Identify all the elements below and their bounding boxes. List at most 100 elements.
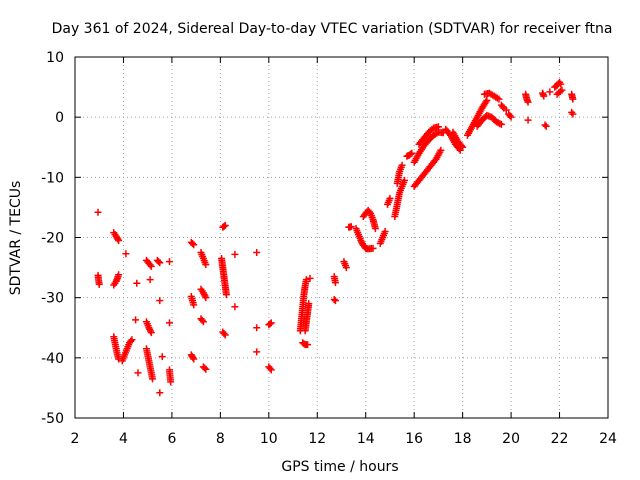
x-tick-label: 6 — [167, 431, 176, 447]
data-point — [558, 86, 566, 94]
data-point — [483, 96, 491, 104]
data-points — [94, 78, 577, 397]
data-point — [331, 297, 339, 305]
data-point — [457, 142, 465, 150]
data-point — [128, 336, 136, 344]
data-point — [398, 161, 406, 169]
data-point — [524, 116, 532, 124]
data-point — [253, 348, 261, 356]
data-point — [127, 337, 135, 345]
data-point — [507, 113, 515, 121]
data-point — [365, 208, 373, 216]
data-point — [156, 389, 164, 397]
data-point — [482, 98, 490, 106]
x-tick-label: 2 — [71, 431, 80, 447]
x-tick-label: 14 — [357, 431, 375, 447]
data-point — [198, 316, 206, 324]
data-point — [114, 235, 122, 243]
data-point — [158, 353, 166, 361]
data-point — [115, 271, 123, 279]
x-tick-label: 8 — [216, 431, 225, 447]
data-point — [146, 261, 154, 269]
data-point — [221, 221, 229, 229]
data-point — [167, 378, 175, 386]
data-point — [267, 366, 275, 374]
x-axis-label: GPS time / hours — [281, 459, 398, 475]
data-point — [331, 279, 339, 287]
data-point — [147, 329, 155, 337]
y-tick-label: -40 — [41, 351, 64, 367]
data-point — [133, 279, 141, 287]
y-tick-label: -50 — [41, 411, 64, 427]
plot-frame — [74, 56, 609, 419]
y-tick-label: 0 — [55, 110, 64, 126]
data-point — [220, 222, 228, 230]
data-point — [134, 369, 142, 377]
data-point — [156, 259, 164, 267]
data-point — [231, 250, 239, 258]
data-point — [156, 297, 164, 305]
data-point — [434, 123, 442, 131]
data-point — [222, 291, 230, 299]
data-point — [557, 80, 565, 88]
x-tick-label: 22 — [551, 431, 569, 447]
x-tick-label: 10 — [260, 431, 278, 447]
data-point — [165, 319, 173, 327]
chart-title: Day 361 of 2024, Sidereal Day-to-day VTE… — [52, 21, 613, 37]
data-point — [165, 258, 173, 266]
y-tick-label: -30 — [41, 291, 64, 307]
data-point — [459, 143, 467, 151]
data-point — [499, 103, 507, 111]
data-point — [94, 208, 102, 216]
data-point — [524, 98, 532, 106]
data-point — [542, 122, 550, 130]
data-point — [569, 110, 577, 118]
data-point — [190, 301, 198, 309]
data-point — [495, 95, 503, 103]
data-point — [500, 104, 508, 112]
x-tick-label: 20 — [502, 431, 520, 447]
data-point — [400, 176, 408, 184]
data-point — [190, 241, 198, 249]
data-point — [202, 294, 210, 302]
data-point — [267, 319, 275, 327]
data-point — [190, 355, 198, 363]
y-tick-label: -10 — [41, 170, 64, 186]
data-point — [266, 364, 274, 372]
x-tick-label: 4 — [119, 431, 128, 447]
data-point — [189, 354, 197, 362]
data-point — [437, 146, 445, 154]
data-point — [305, 300, 313, 308]
data-point — [407, 150, 415, 158]
data-point — [381, 227, 389, 235]
data-point — [266, 320, 274, 328]
x-tick-label: 24 — [599, 431, 617, 447]
data-point — [115, 237, 123, 245]
x-tick-label: 12 — [308, 431, 326, 447]
x-tick-label: 18 — [454, 431, 472, 447]
data-point — [220, 329, 228, 337]
data-point — [147, 262, 155, 270]
data-point — [546, 88, 554, 96]
data-point — [386, 194, 394, 202]
data-point — [347, 223, 355, 231]
data-point — [146, 276, 154, 284]
y-tick-label: 10 — [46, 50, 64, 66]
data-point — [369, 244, 377, 252]
data-point — [569, 95, 577, 103]
data-point — [189, 240, 197, 248]
data-point — [371, 224, 379, 232]
data-point — [132, 316, 140, 324]
x-tick-label: 16 — [405, 431, 423, 447]
y-tick-label: -20 — [41, 231, 64, 247]
y-axis-label: SDTVAR / TECUs — [8, 181, 24, 296]
data-point — [253, 249, 261, 257]
data-point — [201, 364, 209, 372]
data-point — [221, 331, 229, 339]
data-point — [149, 375, 157, 383]
data-point — [330, 295, 338, 303]
data-point — [304, 341, 312, 349]
data-point — [497, 120, 505, 128]
